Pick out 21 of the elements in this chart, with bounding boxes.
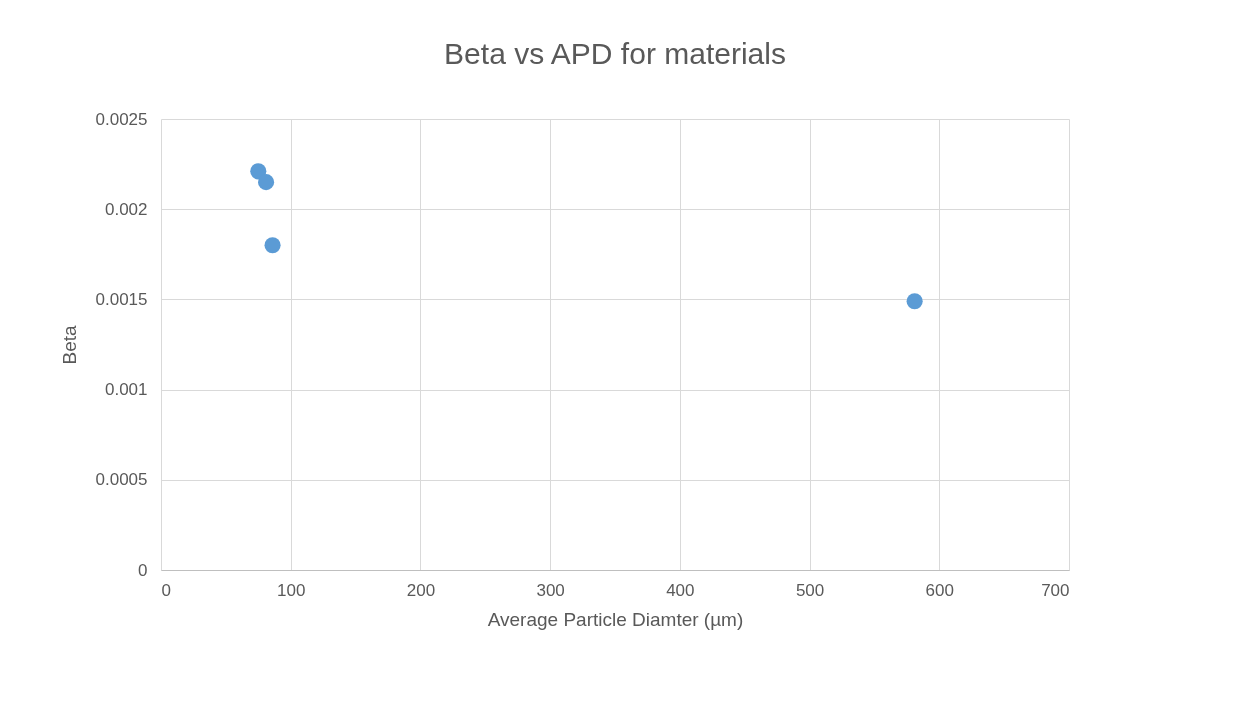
x-tick-label: 0: [161, 580, 171, 600]
chart-title: Beta vs APD for materials: [444, 37, 786, 70]
x-tick-label: 100: [277, 580, 306, 600]
point: [258, 174, 275, 191]
x-tick-label: 700: [1041, 580, 1070, 600]
y-axis-title: Beta: [58, 325, 80, 365]
x-tick-label: 500: [795, 580, 825, 600]
point: [264, 237, 281, 254]
y-tick-label: 0: [138, 560, 148, 580]
point: [250, 163, 267, 180]
x-tick-label: 200: [406, 580, 436, 600]
x-tick-label: 400: [666, 580, 695, 600]
x-tick-label: 300: [536, 580, 565, 600]
y-tick-label: 0.002: [104, 199, 148, 219]
point: [906, 293, 923, 310]
y-tick-label: 0.0015: [95, 289, 148, 309]
y-tick-label: 0.001: [104, 380, 148, 400]
y-tick-label: 0.0025: [95, 109, 148, 129]
x-axis-title: Average Particle Diamter (µm): [487, 608, 744, 630]
x-tick-label: 600: [925, 580, 954, 600]
y-tick-label: 0.0005: [95, 470, 148, 490]
